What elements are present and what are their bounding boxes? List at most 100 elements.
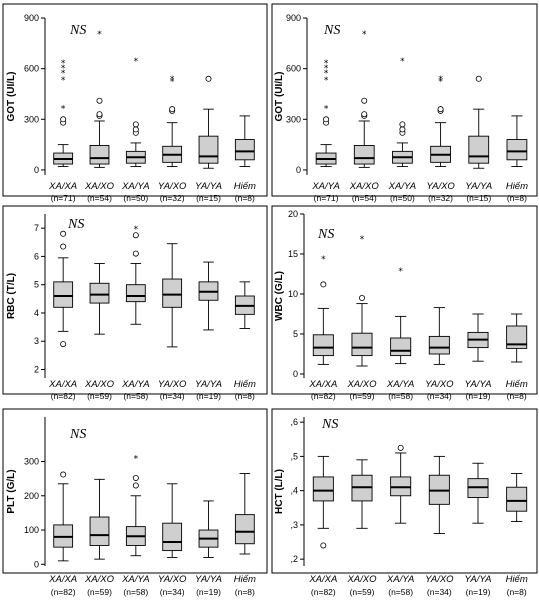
x-sample-size-label: (n=59) — [87, 391, 112, 401]
extreme-outlier-star: * — [321, 255, 326, 265]
x-category-label: YA/XO — [425, 574, 454, 585]
y-tick-label: ,5 — [290, 451, 298, 461]
x-sample-size-label: (n=82) — [311, 391, 336, 401]
y-tick-label: ,3 — [290, 520, 298, 530]
x-sample-size-label: (n=54) — [87, 193, 112, 203]
iqr-box — [506, 139, 528, 161]
outlier-circle — [169, 106, 176, 113]
x-category-label: Hiếm — [234, 574, 256, 585]
x-sample-size-label: (n=19) — [466, 587, 491, 597]
box-3: * — [125, 57, 146, 168]
iqr-box — [351, 332, 373, 357]
y-tick-label: 300 — [24, 114, 39, 124]
x-sample-size-label: (n=15) — [466, 193, 491, 203]
x-sample-size-label: (n=50) — [123, 193, 148, 203]
outlier-circle — [399, 121, 406, 128]
box-4 — [428, 307, 450, 365]
iqr-box — [468, 135, 490, 164]
x-category-label: XA/YA — [386, 574, 414, 585]
x-sample-size-label: (n=15) — [196, 193, 221, 203]
significance-annotation: NS — [67, 217, 84, 232]
box-2 — [89, 478, 110, 560]
iqr-box — [428, 335, 450, 355]
x-sample-size-label: (n=8) — [507, 391, 527, 401]
x-sample-size-label: (n=58) — [388, 587, 413, 597]
outlier-circle — [205, 75, 212, 82]
box-1: ***** — [315, 59, 337, 168]
iqr-box — [89, 145, 110, 165]
box-2: * — [89, 30, 110, 168]
x-category-label: YA/YA — [195, 181, 222, 192]
outlier-circle — [60, 341, 67, 348]
extreme-outlier-star: * — [324, 64, 329, 74]
y-tick-label: ,6 — [290, 417, 298, 427]
x-sample-size-label: (n=50) — [390, 193, 415, 203]
box-2: * — [351, 235, 373, 367]
x-category-label: XA/XA — [308, 379, 337, 390]
iqr-box — [125, 284, 146, 303]
box-3: * — [390, 267, 412, 365]
x-sample-size-label: (n=8) — [235, 193, 255, 203]
significance-annotation: NS — [317, 227, 334, 242]
x-sample-size-label: (n=59) — [87, 587, 112, 597]
x-category-label: XA/YA — [121, 379, 149, 390]
extreme-outlier-star: * — [97, 30, 102, 40]
outlier-circle — [60, 471, 67, 478]
x-sample-size-label: (n=8) — [235, 391, 255, 401]
box-1: ***** — [53, 59, 74, 168]
iqr-box — [89, 282, 110, 304]
x-category-label: Hiếm — [506, 379, 528, 390]
x-category-label: YA/YA — [195, 379, 222, 390]
box-3: * — [125, 225, 146, 325]
y-tick-label: 0 — [34, 165, 39, 175]
extreme-outlier-star: * — [170, 77, 175, 87]
outlier-circle — [132, 250, 139, 257]
box-2 — [89, 263, 110, 335]
extreme-outlier-star: * — [324, 59, 329, 69]
extreme-outlier-star: * — [398, 267, 403, 277]
x-category-label: YA/XO — [426, 181, 455, 192]
x-category-label: XA/XO — [84, 181, 115, 192]
box-2 — [351, 459, 373, 529]
outlier-circle — [399, 126, 406, 133]
x-category-label: XA/XO — [346, 574, 377, 585]
x-sample-size-label: (n=59) — [350, 587, 375, 597]
significance-annotation: NS — [69, 23, 86, 38]
panel-frame — [2, 408, 268, 574]
extreme-outlier-star: * — [61, 59, 66, 69]
y-tick-label: 300 — [286, 114, 301, 124]
y-tick-label: 0 — [296, 165, 301, 175]
x-sample-size-label: (n=8) — [235, 587, 255, 597]
outlier-circle — [132, 126, 139, 133]
panel-frame — [271, 3, 538, 197]
iqr-box — [506, 325, 528, 349]
outlier-circle — [323, 116, 330, 123]
x-sample-size-label: (n=32) — [160, 193, 185, 203]
x-category-label: YA/YA — [465, 379, 492, 390]
iqr-box — [53, 281, 74, 308]
y-tick-label: 7 — [34, 223, 39, 233]
significance-annotation: NS — [69, 427, 86, 442]
outlier-circle — [60, 243, 67, 250]
iqr-box — [162, 522, 183, 552]
y-axis-title: GOT (UI/L) — [274, 72, 285, 122]
box-5 — [198, 261, 219, 331]
x-category-label: YA/XO — [158, 574, 187, 585]
box-4: ** — [162, 75, 183, 168]
box-4 — [162, 243, 183, 348]
x-category-label: XA/XA — [48, 379, 77, 390]
x-sample-size-label: (n=71) — [314, 193, 339, 203]
y-tick-label: 200 — [24, 491, 39, 501]
y-tick-label: 5 — [34, 280, 39, 290]
x-category-label: XA/XO — [84, 379, 115, 390]
panel-frame — [2, 3, 268, 197]
extreme-outlier-star: * — [400, 57, 405, 67]
x-category-label: YA/XO — [158, 379, 187, 390]
x-sample-size-label: (n=82) — [51, 587, 76, 597]
box-6 — [234, 115, 255, 168]
extreme-outlier-star: * — [134, 454, 139, 464]
outlier-circle — [132, 232, 139, 239]
x-category-label: XA/XA — [48, 574, 77, 585]
